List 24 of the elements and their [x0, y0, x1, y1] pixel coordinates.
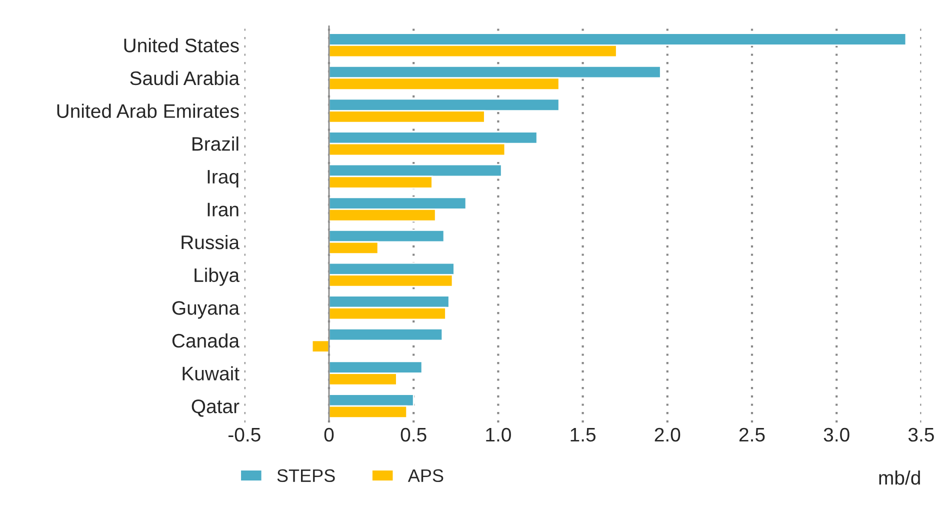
x-axis-title: mb/d — [879, 470, 920, 485]
y-tick-label: Qatar — [192, 400, 240, 417]
x-tick-label: 2.0 — [654, 428, 680, 442]
x-tick-label: -0.5 — [228, 428, 260, 442]
x-tick-label: 0 — [324, 428, 334, 442]
y-tick-label: Kuwait — [182, 366, 240, 380]
y-tick-label: Russia — [182, 234, 240, 250]
x-tick-label: 3.0 — [824, 428, 850, 442]
legend-label: STEPS — [277, 469, 335, 482]
x-tick-label: 3.5 — [908, 428, 934, 442]
y-tick-label: Canada — [172, 333, 240, 348]
x-tick-label: 2.5 — [739, 428, 765, 442]
x-tick-label: 0.5 — [400, 428, 426, 442]
legend-label: APS — [408, 469, 444, 482]
y-tick-label: Guyana — [172, 301, 240, 319]
y-tick-label: United States — [124, 38, 239, 52]
y-tick-label: Iraq — [208, 170, 238, 188]
x-tick-label: 1.0 — [486, 428, 511, 442]
y-tick-label: Saudi Arabia — [130, 70, 240, 86]
y-tick-label: Iran — [208, 202, 238, 216]
y-tick-label: Libya — [194, 268, 240, 286]
x-tick-label: 1.5 — [570, 428, 596, 442]
y-tick-label: United Arab Emirates — [57, 104, 239, 118]
y-tick-label: Brazil — [192, 136, 238, 151]
